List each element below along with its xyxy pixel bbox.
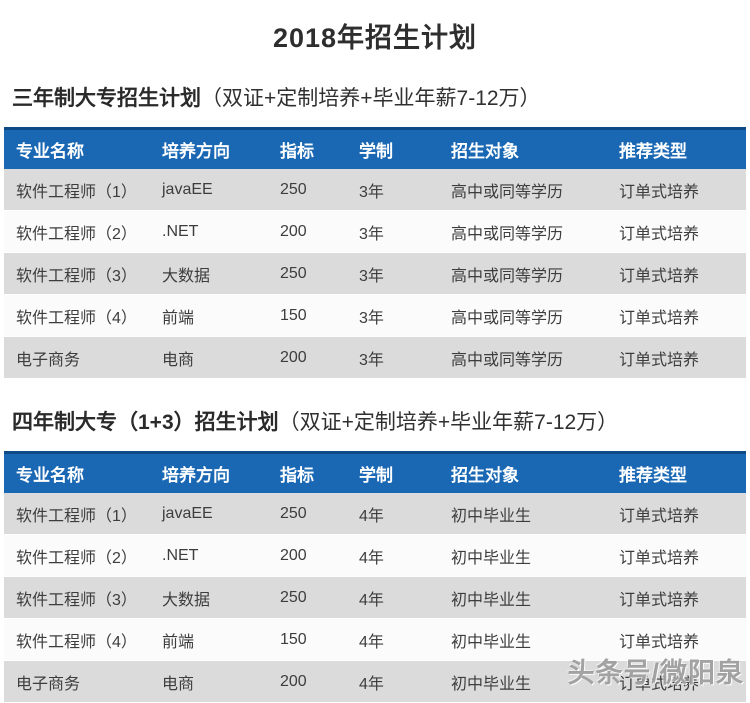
table-cell: 250 [268,576,347,619]
table-cell: 软件工程师（3） [4,252,150,295]
table-row: 软件工程师（3） 大数据 250 3年 高中或同等学历 订单式培养 [4,252,746,295]
section-heading-four-year: 四年制大专（1+3）招生计划（双证+定制培养+毕业年薪7-12万） [12,406,750,436]
table-cell: 大数据 [150,252,268,295]
table-cell: 高中或同等学历 [439,294,607,337]
column-header: 专业名称 [4,127,150,169]
table-cell: 软件工程师（4） [4,618,150,661]
table-cell: 电子商务 [4,336,150,379]
table-cell: 高中或同等学历 [439,210,607,253]
column-header: 指标 [268,127,347,169]
page-title: 2018年招生计划 [272,23,478,53]
section-heading-note: （双证+定制培养+毕业年薪7-12万） [278,411,619,434]
table-cell: 4年 [347,660,439,703]
table-cell: 初中毕业生 [439,534,607,577]
table-row: 电子商务 电商 200 4年 初中毕业生 订单式培养 [4,660,746,703]
table-cell: 初中毕业生 [439,576,607,619]
table-cell: 软件工程师（2） [4,534,150,577]
table-cell: 3年 [347,336,439,379]
table-cell: 软件工程师（4） [4,294,150,337]
table-cell: 3年 [347,210,439,253]
table-row: 软件工程师（4） 前端 150 3年 高中或同等学历 订单式培养 [4,294,746,337]
table-cell: 订单式培养 [607,210,746,253]
table-cell: 200 [268,534,347,577]
table-cell: 4年 [347,576,439,619]
table-cell: 初中毕业生 [439,493,607,535]
table-cell: 150 [268,294,347,337]
table-cell: 电商 [150,336,268,379]
section-heading-three-year: 三年制大专招生计划（双证+定制培养+毕业年薪7-12万） [12,82,750,112]
table-cell: 高中或同等学历 [439,336,607,379]
table-row: 软件工程师（4） 前端 150 4年 初中毕业生 订单式培养 [4,618,746,661]
table-cell: 订单式培养 [607,576,746,619]
column-header: 专业名称 [4,451,150,493]
column-header: 推荐类型 [607,451,746,493]
table-cell: javaEE [150,169,268,211]
table-cell: 订单式培养 [607,294,746,337]
table-cell: 3年 [347,169,439,211]
table-cell: 订单式培养 [607,336,746,379]
column-header: 培养方向 [150,127,268,169]
column-header: 学制 [347,127,439,169]
table-cell: .NET [150,210,268,253]
table-cell: 250 [268,252,347,295]
table-cell: 3年 [347,294,439,337]
column-header: 推荐类型 [607,127,746,169]
column-header: 指标 [268,451,347,493]
column-header: 招生对象 [439,127,607,169]
table-row: 软件工程师（2） .NET 200 3年 高中或同等学历 订单式培养 [4,210,746,253]
table-cell: 前端 [150,618,268,661]
table-cell: 4年 [347,534,439,577]
three-year-plan-table: 专业名称 培养方向 指标 学制 招生对象 推荐类型 软件工程师（1） javaEE 250 3年高… [4,127,746,379]
table-cell: 订单式培养 [607,493,746,535]
table-row: 电子商务 电商 200 3年 高中或同等学历 订单式培养 [4,336,746,379]
table-cell: 订单式培养 [607,252,746,295]
table-row: 软件工程师（3） 大数据 250 4年 初中毕业生 订单式培养 [4,576,746,619]
table-cell: 4年 [347,493,439,535]
table-cell: 订单式培养 [607,618,746,661]
table-cell: 4年 [347,618,439,661]
table-cell: 200 [268,336,347,379]
table-row: 软件工程师（1） javaEE 250 3年 高中或同等学历 订单式培养 [4,169,746,211]
table-cell: 订单式培养 [607,660,746,703]
table-header-row: 专业名称 培养方向 指标 学制 招生对象 推荐类型 [4,127,746,169]
table-cell: 250 [268,493,347,535]
table-cell: 3年 [347,252,439,295]
section-heading-main: 三年制大专招生计划 [12,87,201,110]
table-cell: 软件工程师（2） [4,210,150,253]
table-row: 软件工程师（1） javaEE 250 4年 初中毕业生 订单式培养 [4,493,746,535]
table-cell: 200 [268,210,347,253]
section-heading-note: （双证+定制培养+毕业年薪7-12万） [201,87,541,110]
table-cell: 大数据 [150,576,268,619]
four-year-plan-table: 专业名称 培养方向 指标 学制 招生对象 推荐类型 软件工程师（1） javaEE 250 4年初… [4,451,746,703]
table-cell: 订单式培养 [607,534,746,577]
table-row: 软件工程师（2） .NET 200 4年 初中毕业生 订单式培养 [4,534,746,577]
table-cell: 软件工程师（1） [4,169,150,211]
table-cell: javaEE [150,493,268,535]
table-header-row: 专业名称 培养方向 指标 学制 招生对象 推荐类型 [4,451,746,493]
column-header: 培养方向 [150,451,268,493]
table-cell: 200 [268,660,347,703]
table-cell: .NET [150,534,268,577]
section-heading-main: 四年制大专（1+3）招生计划 [12,411,279,434]
column-header: 学制 [347,451,439,493]
table-cell: 初中毕业生 [439,618,607,661]
table-cell: 电子商务 [4,660,150,703]
table-cell: 初中毕业生 [439,660,607,703]
table-cell: 250 [268,169,347,211]
table-cell: 软件工程师（3） [4,576,150,619]
table-cell: 150 [268,618,347,661]
table-cell: 电商 [150,660,268,703]
table-cell: 订单式培养 [607,169,746,211]
column-header: 招生对象 [439,451,607,493]
table-cell: 高中或同等学历 [439,169,607,211]
table-cell: 软件工程师（1） [4,493,150,535]
table-cell: 前端 [150,294,268,337]
table-cell: 高中或同等学历 [439,252,607,295]
